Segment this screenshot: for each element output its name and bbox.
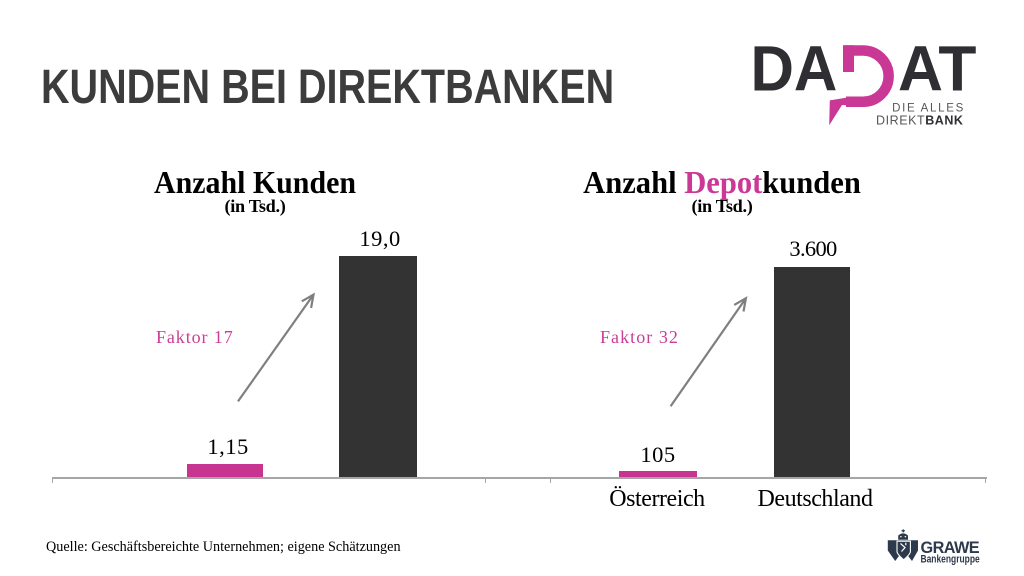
svg-text:AT: AT — [898, 34, 976, 105]
svg-text:DA: DA — [751, 34, 838, 105]
svg-text:DIREKTBANK: DIREKTBANK — [876, 114, 963, 128]
svg-text:GRAWE: GRAWE — [921, 539, 980, 557]
svg-text:DIE ALLES: DIE ALLES — [892, 103, 965, 115]
svg-text:Bankengruppe: Bankengruppe — [921, 554, 981, 566]
